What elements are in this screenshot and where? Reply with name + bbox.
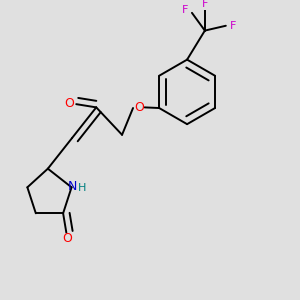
Text: O: O	[134, 101, 144, 114]
Text: F: F	[230, 21, 236, 31]
Text: F: F	[182, 4, 189, 15]
Text: O: O	[64, 97, 74, 110]
Text: F: F	[202, 0, 208, 9]
Text: N: N	[68, 180, 77, 193]
Text: H: H	[78, 183, 86, 193]
Text: O: O	[62, 232, 72, 245]
